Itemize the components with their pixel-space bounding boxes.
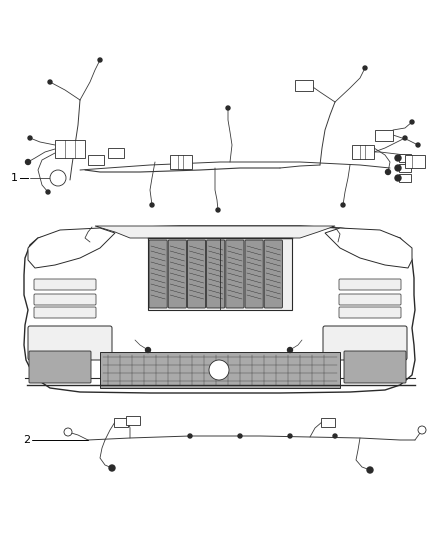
Circle shape bbox=[395, 155, 401, 161]
FancyBboxPatch shape bbox=[28, 326, 112, 360]
Circle shape bbox=[341, 203, 345, 207]
Circle shape bbox=[418, 426, 426, 434]
FancyBboxPatch shape bbox=[245, 240, 263, 308]
Circle shape bbox=[226, 106, 230, 110]
Circle shape bbox=[410, 120, 414, 124]
Bar bbox=[405, 155, 425, 168]
FancyBboxPatch shape bbox=[339, 279, 401, 290]
Bar bbox=[108, 148, 124, 158]
Bar bbox=[399, 164, 411, 172]
FancyBboxPatch shape bbox=[264, 240, 283, 308]
Circle shape bbox=[64, 428, 72, 436]
Polygon shape bbox=[24, 226, 415, 393]
FancyBboxPatch shape bbox=[168, 240, 187, 308]
Circle shape bbox=[109, 465, 115, 471]
Polygon shape bbox=[95, 226, 335, 238]
Bar bbox=[170, 155, 192, 169]
Circle shape bbox=[287, 348, 293, 352]
FancyBboxPatch shape bbox=[226, 240, 244, 308]
Bar bbox=[399, 154, 411, 162]
FancyBboxPatch shape bbox=[339, 307, 401, 318]
Circle shape bbox=[385, 169, 391, 174]
Bar bbox=[399, 174, 411, 182]
Bar bbox=[352, 145, 374, 159]
Bar bbox=[321, 418, 335, 427]
Bar bbox=[55, 140, 85, 158]
Circle shape bbox=[48, 80, 52, 84]
Circle shape bbox=[50, 170, 66, 186]
Circle shape bbox=[98, 58, 102, 62]
FancyBboxPatch shape bbox=[34, 307, 96, 318]
Circle shape bbox=[288, 434, 292, 438]
Circle shape bbox=[150, 203, 154, 207]
FancyBboxPatch shape bbox=[344, 351, 406, 383]
Polygon shape bbox=[28, 228, 115, 268]
Polygon shape bbox=[325, 228, 412, 268]
Circle shape bbox=[416, 143, 420, 147]
Circle shape bbox=[188, 434, 192, 438]
Bar bbox=[126, 416, 140, 425]
FancyBboxPatch shape bbox=[149, 240, 167, 308]
Circle shape bbox=[46, 190, 50, 194]
Circle shape bbox=[238, 434, 242, 438]
Circle shape bbox=[25, 159, 31, 165]
Circle shape bbox=[145, 348, 151, 352]
FancyBboxPatch shape bbox=[34, 279, 96, 290]
Text: 2: 2 bbox=[23, 435, 30, 445]
Bar bbox=[114, 418, 128, 427]
Circle shape bbox=[395, 165, 401, 171]
Bar bbox=[375, 130, 393, 141]
FancyBboxPatch shape bbox=[187, 240, 205, 308]
FancyBboxPatch shape bbox=[207, 240, 225, 308]
Bar bbox=[295, 80, 313, 91]
FancyBboxPatch shape bbox=[34, 294, 96, 305]
FancyBboxPatch shape bbox=[339, 294, 401, 305]
FancyBboxPatch shape bbox=[29, 351, 91, 383]
Bar bbox=[88, 155, 104, 165]
Circle shape bbox=[216, 208, 220, 212]
Bar bbox=[148, 238, 292, 310]
Circle shape bbox=[395, 175, 401, 181]
FancyBboxPatch shape bbox=[323, 326, 407, 360]
Bar bbox=[100, 352, 340, 388]
Circle shape bbox=[28, 136, 32, 140]
Circle shape bbox=[209, 360, 229, 380]
Circle shape bbox=[333, 434, 337, 438]
Circle shape bbox=[367, 467, 373, 473]
Circle shape bbox=[403, 136, 407, 140]
Text: 1: 1 bbox=[11, 173, 18, 183]
Circle shape bbox=[363, 66, 367, 70]
